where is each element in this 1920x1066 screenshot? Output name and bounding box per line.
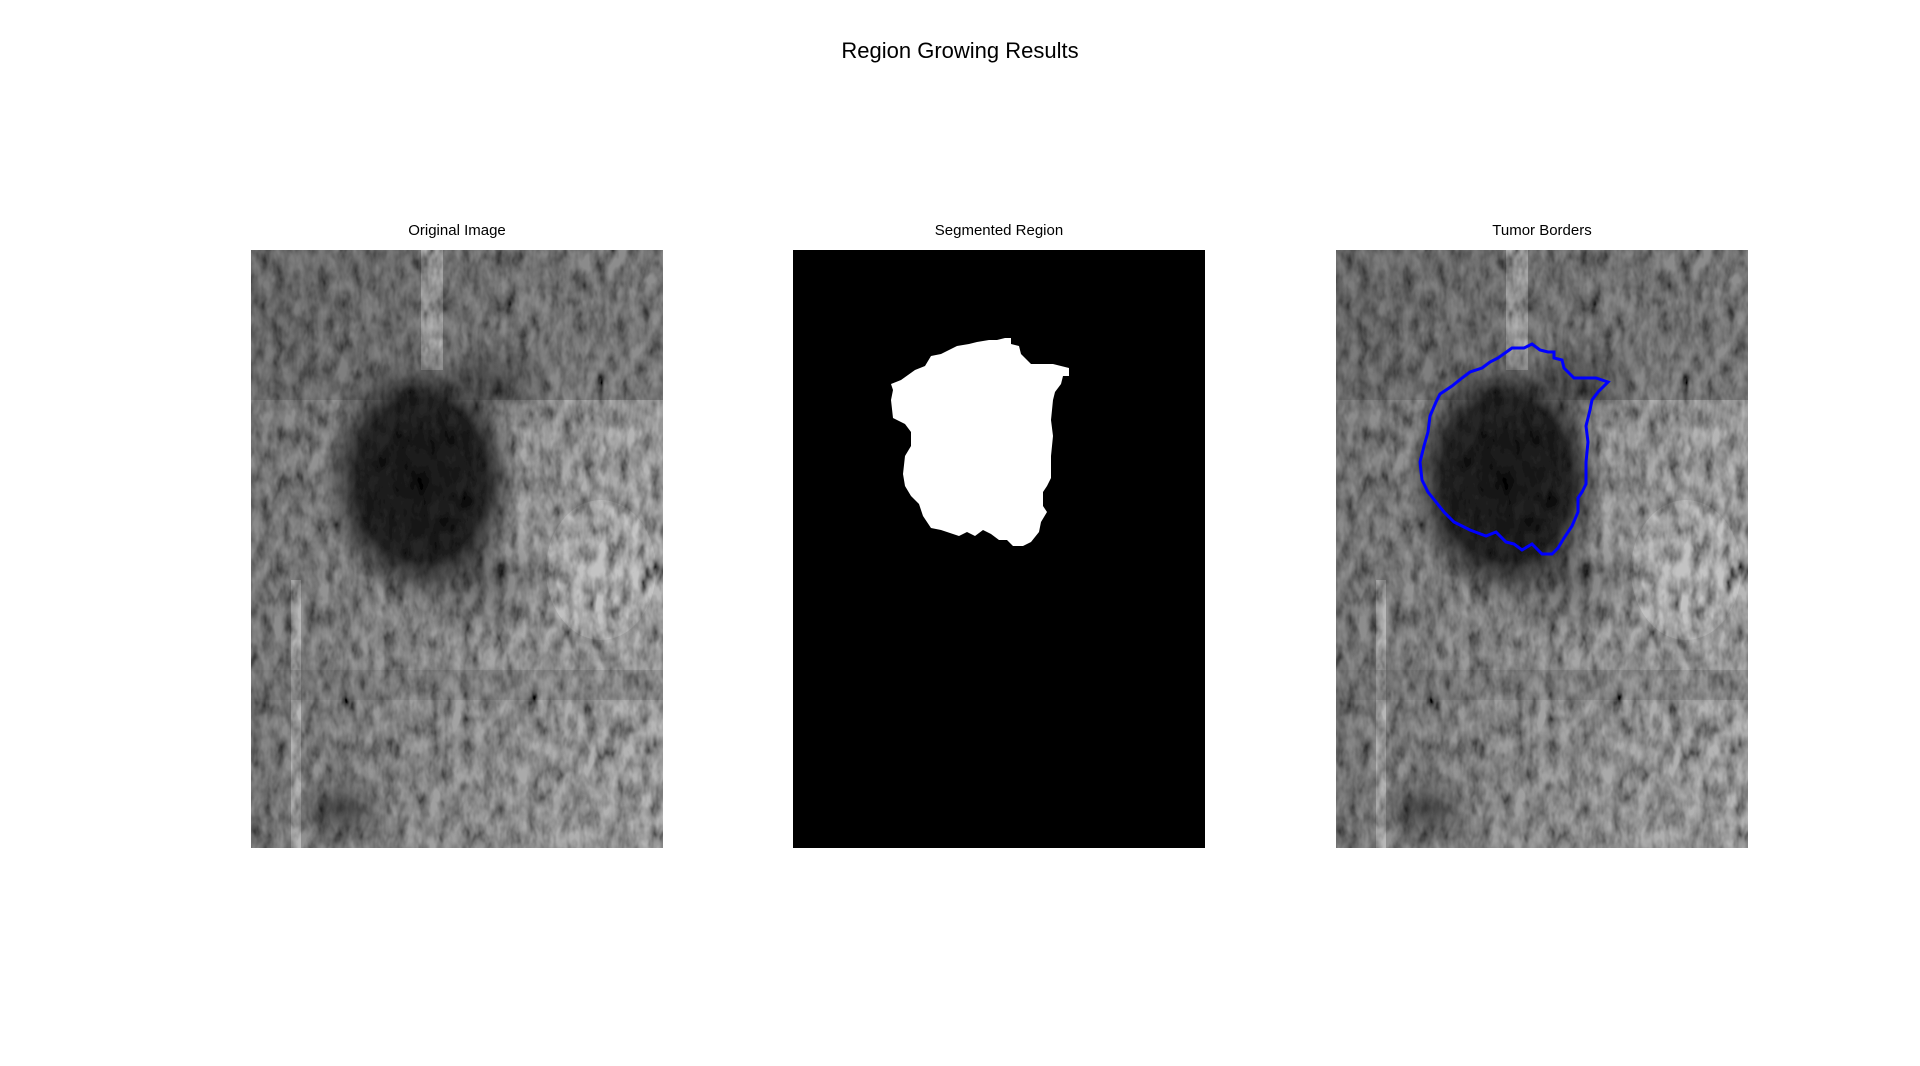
panel-segmented-region: Segmented Region [793,222,1205,848]
ultrasound-image-with-borders [1336,250,1748,848]
panel-title: Original Image [408,222,506,239]
panel-title: Tumor Borders [1492,222,1592,239]
panel-original-image: Original Image [251,222,663,848]
figure-title: Region Growing Results [841,38,1079,63]
panel-tumor-borders: Tumor Borders [1336,222,1748,848]
segmentation-mask [793,250,1205,848]
tumor-border-outline [1418,342,1611,556]
segmented-region-shape [891,338,1069,546]
ultrasound-image [251,250,663,848]
panel-title: Segmented Region [934,222,1064,239]
